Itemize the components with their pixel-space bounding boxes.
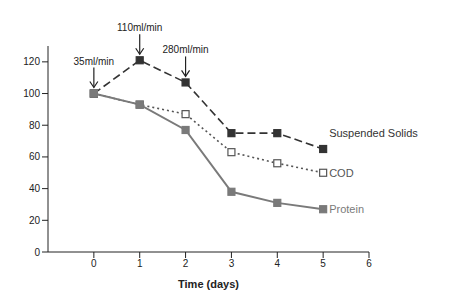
svg-text:Protein: Protein — [329, 203, 364, 215]
svg-text:Suspended Solids: Suspended Solids — [329, 127, 418, 139]
svg-text:40: 40 — [29, 183, 41, 194]
svg-text:0: 0 — [34, 247, 40, 258]
svg-text:0: 0 — [91, 258, 97, 269]
svg-text:5: 5 — [320, 258, 326, 269]
svg-text:COD: COD — [329, 167, 354, 179]
svg-text:6: 6 — [366, 258, 372, 269]
svg-text:4: 4 — [275, 258, 281, 269]
svg-text:120: 120 — [23, 56, 40, 67]
svg-text:20: 20 — [29, 215, 41, 226]
svg-text:100: 100 — [23, 88, 40, 99]
svg-text:1: 1 — [137, 258, 143, 269]
svg-text:Time (days): Time (days) — [178, 278, 239, 290]
svg-text:3: 3 — [229, 258, 235, 269]
svg-text:2: 2 — [183, 258, 189, 269]
svg-text:110ml/min: 110ml/min — [117, 22, 162, 33]
svg-text:60: 60 — [29, 151, 41, 162]
svg-text:35ml/min: 35ml/min — [74, 56, 115, 67]
svg-text:80: 80 — [29, 120, 41, 131]
svg-text:280ml/min: 280ml/min — [163, 44, 209, 55]
